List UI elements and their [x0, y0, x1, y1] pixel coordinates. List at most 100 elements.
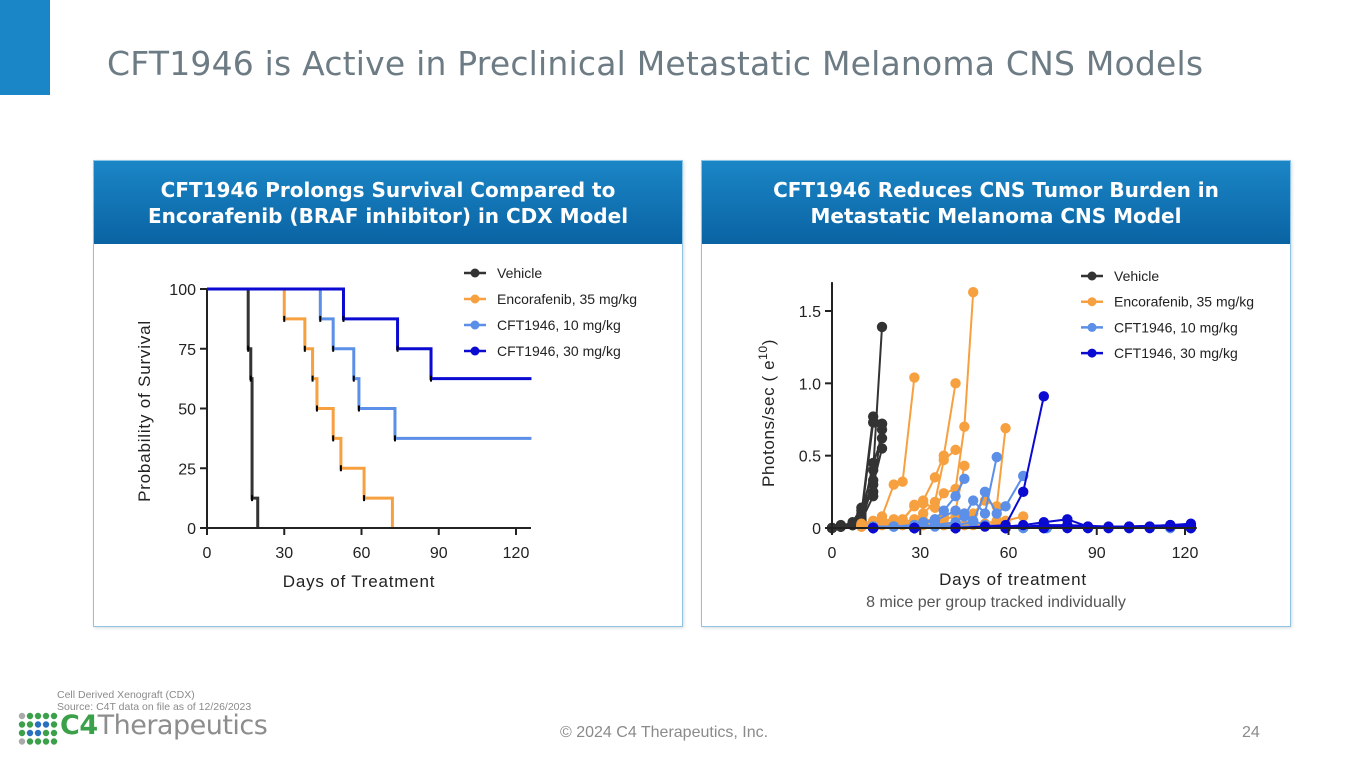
data-point: [888, 479, 899, 490]
data-point: [1038, 391, 1049, 402]
x-tick-label: 30: [275, 545, 293, 562]
data-point: [1000, 501, 1011, 512]
logo-dot: [50, 712, 58, 720]
logo-therapeutics: Therapeutics: [97, 710, 268, 741]
y-tick-label: 1.5: [799, 304, 821, 321]
footnote-source: Source: C4T data on file as of 12/26/202…: [57, 701, 252, 713]
survival-panel-header: CFT1946 Prolongs Survival Compared to En…: [94, 161, 682, 244]
y-tick-label: 100: [169, 282, 196, 299]
y-axis-title: Probability of Survival: [135, 320, 154, 502]
data-point: [938, 505, 949, 516]
logo-dot: [26, 712, 34, 720]
data-point: [867, 417, 879, 428]
data-point: [876, 418, 888, 430]
tumor-burden-panel-header: CFT1946 Reduces CNS Tumor Burden in Meta…: [702, 161, 1290, 244]
logo-dot: [34, 729, 42, 737]
x-axis-title: Days of Treatment: [283, 572, 436, 591]
logo-dot: [18, 738, 26, 745]
data-point: [991, 451, 1002, 463]
logo-dot: [50, 738, 58, 745]
x-axis-title: Days of treatment: [939, 570, 1087, 589]
data-point: [950, 490, 961, 502]
x-tick-label: 0: [203, 545, 212, 562]
logo-c4: C4: [60, 710, 98, 741]
data-point: [959, 421, 970, 432]
legend-marker: [470, 320, 480, 330]
copyright: © 2024 C4 Therapeutics, Inc.: [560, 724, 769, 741]
data-point: [950, 444, 961, 456]
legend-marker: [470, 294, 480, 304]
survival-panel-title: CFT1946 Prolongs Survival Compared to En…: [147, 177, 629, 228]
x-tick-label: 90: [430, 545, 448, 562]
legend-label: CFT1946, 10 mg/kg: [497, 317, 621, 333]
survival-panel: CFT1946 Prolongs Survival Compared to En…: [93, 160, 683, 627]
logo-dot: [18, 729, 26, 737]
data-point: [909, 372, 920, 383]
data-point: [959, 460, 970, 471]
x-tick-label: 90: [1088, 545, 1106, 562]
data-point: [979, 486, 991, 498]
logo-dot: [50, 721, 58, 728]
legend-marker: [1087, 348, 1097, 358]
y-tick-label: 0.5: [799, 449, 821, 466]
data-point: [950, 378, 961, 389]
legend-marker: [1087, 322, 1097, 332]
x-tick-label: 30: [911, 545, 929, 562]
chart-caption: 8 mice per group tracked individually: [866, 594, 1126, 611]
survival-chart: 0 30 60 90 120 0 25 50 75 100 Days of Treatment Pro…: [135, 265, 637, 591]
logo-dot: [42, 738, 50, 745]
data-point: [1000, 422, 1011, 434]
data-point: [867, 490, 879, 502]
data-point: [835, 521, 847, 532]
logo-dot: [50, 729, 58, 737]
data-point: [950, 505, 961, 516]
data-point: [1018, 486, 1029, 498]
x-tick-label: 120: [503, 545, 530, 562]
data-point: [867, 475, 879, 486]
legend-marker: [470, 346, 480, 356]
legend-label: CFT1946, 30 mg/kg: [497, 343, 621, 359]
survival-curve: [207, 287, 532, 440]
footnote-cdx: Cell Derived Xenograft (CDX): [57, 689, 195, 701]
survival-curve: [207, 287, 532, 381]
company-logo-text: C4Therapeutics: [60, 710, 268, 741]
data-point: [968, 495, 979, 506]
y-tick-label: 25: [178, 461, 196, 478]
data-point: [876, 321, 888, 333]
logo-dot: [34, 721, 42, 728]
y-axis-title: Photons/sec ( e10): [756, 339, 778, 487]
x-tick-label: 120: [1172, 545, 1199, 562]
logo-dot: [42, 712, 50, 720]
x-tick-label: 60: [353, 545, 371, 562]
data-point: [897, 476, 908, 487]
logo-dot: [42, 721, 50, 728]
logo-dot: [34, 738, 42, 745]
legend-marker: [1087, 297, 1097, 307]
data-point: [968, 515, 979, 526]
data-point: [1165, 521, 1176, 532]
y-tick-label: 75: [178, 342, 196, 359]
x-tick-label: 0: [828, 545, 837, 562]
slide-title: CFT1946 is Active in Preclinical Metasta…: [107, 44, 1204, 83]
data-point: [929, 496, 941, 508]
data-point: [909, 501, 920, 512]
data-point: [856, 521, 867, 532]
y-tick-label: 1.0: [799, 376, 821, 393]
logo-dot: [26, 738, 34, 745]
c4-logo-icon: [18, 712, 58, 745]
survival-curve: [207, 287, 260, 528]
legend-label: Vehicle: [1114, 268, 1159, 284]
data-point: [876, 433, 888, 444]
data-point: [929, 515, 941, 526]
tumor-burden-chart: 0 30 60 90 120 0 0.5 1.0 1.5 Days of treatment Pho…: [756, 268, 1254, 589]
y-tick-label: 0: [812, 521, 821, 538]
logo-dot: [18, 721, 26, 728]
data-point: [917, 508, 929, 519]
x-tick-label: 60: [1000, 545, 1018, 562]
logo-dot: [18, 712, 26, 720]
data-point: [959, 473, 970, 485]
corner-accent: [0, 0, 50, 95]
tumor-burden-panel: CFT1946 Reduces CNS Tumor Burden in Meta…: [701, 160, 1291, 627]
data-point: [938, 488, 949, 499]
logo-dot: [34, 712, 42, 720]
